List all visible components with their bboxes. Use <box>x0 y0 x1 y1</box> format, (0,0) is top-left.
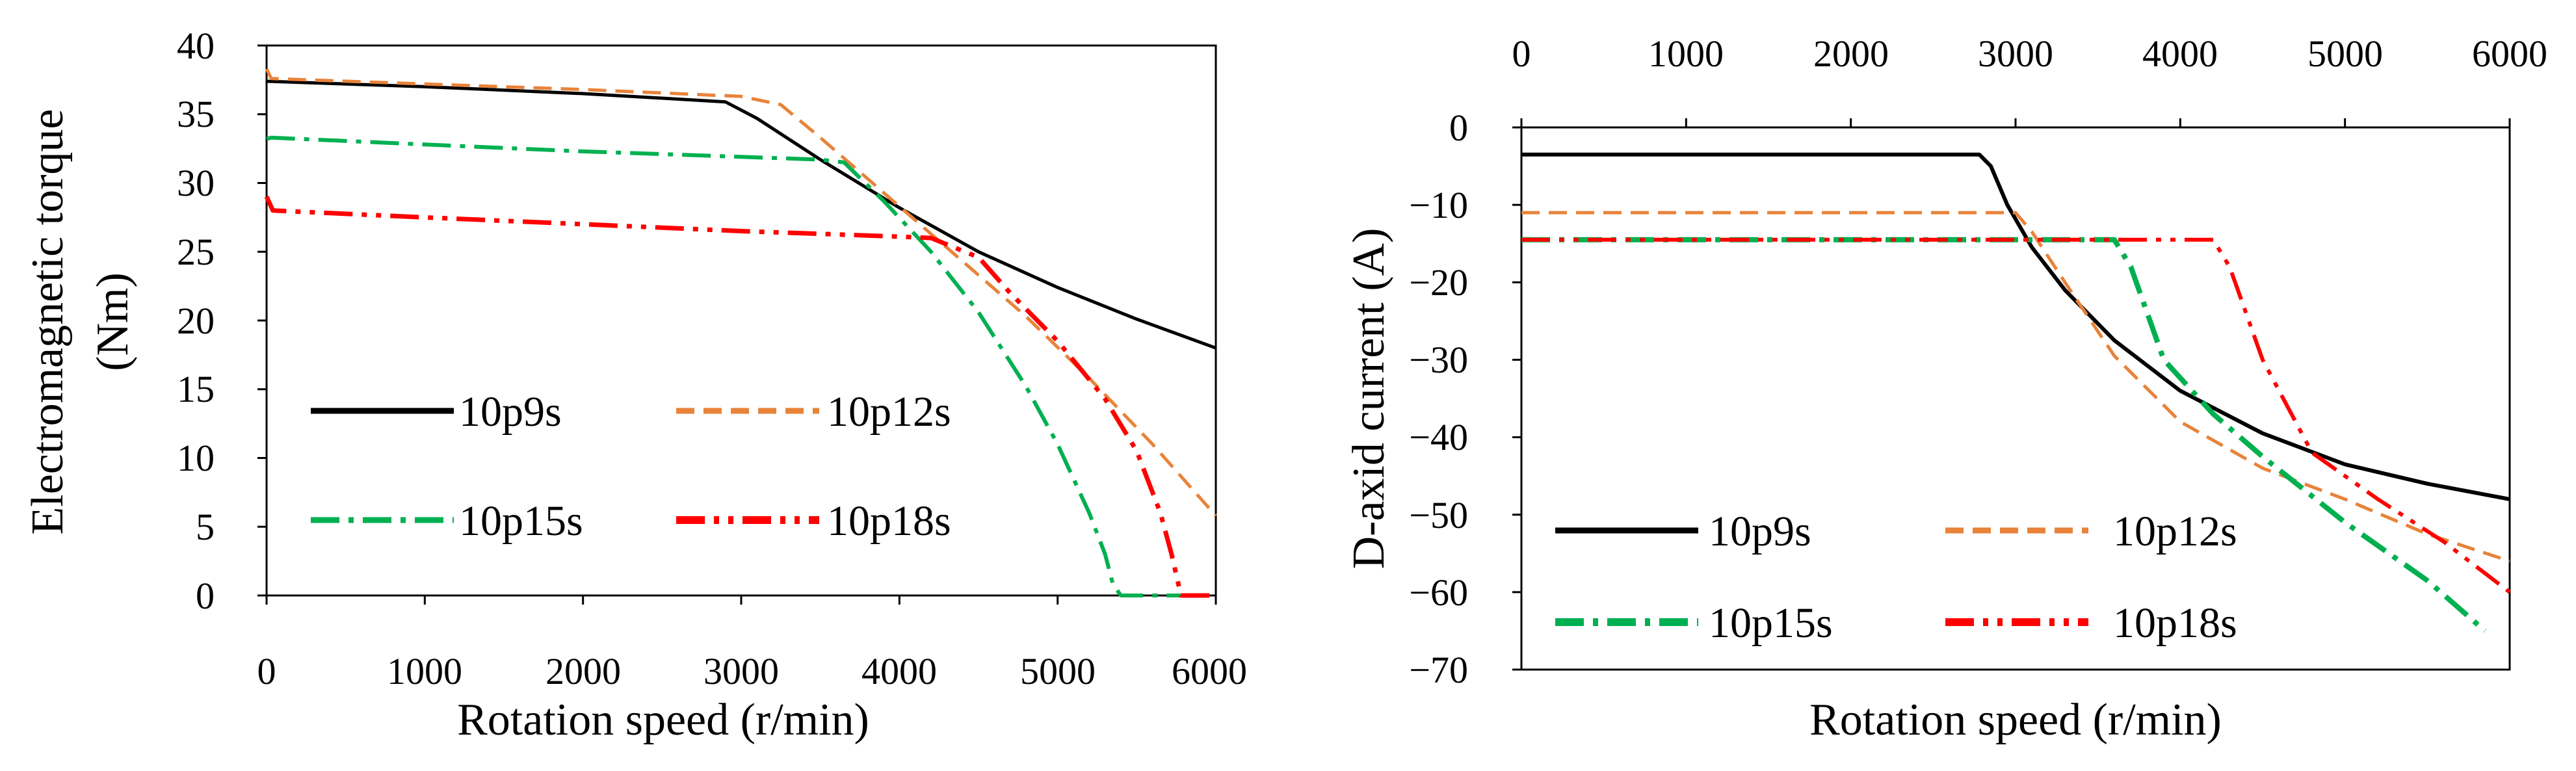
current-y-tick-label: −50 <box>1409 494 1468 536</box>
torque-x-tick-label: 1000 <box>387 650 462 692</box>
d-axis-current-chart: 0 −10 −20 −30 −40 −50 −60 −70 0 1000 200… <box>1344 33 2547 745</box>
current-axis-ticks <box>1512 118 2511 671</box>
current-legend-label-10p15s: 10p15s <box>1709 599 1833 647</box>
current-x-tick-labels: 0 1000 2000 3000 4000 5000 6000 <box>1512 33 2548 75</box>
torque-legend-label-10p15s: 10p15s <box>459 497 583 545</box>
current-legend-label-10p12s: 10p12s <box>2113 508 2237 555</box>
torque-x-tick-label: 4000 <box>861 650 937 692</box>
torque-x-tick-label: 5000 <box>1020 650 1096 692</box>
current-y-tick-label: −70 <box>1409 649 1468 691</box>
current-legend: 10p9s 10p12s 10p15s 10p18s <box>1555 508 2237 647</box>
torque-series-line-10p9s <box>266 79 1216 350</box>
torque-legend-label-10p18s: 10p18s <box>827 497 951 545</box>
current-y-tick-label: −10 <box>1409 184 1468 226</box>
current-y-tick-label: 0 <box>1449 107 1468 149</box>
torque-y-tick-label: 20 <box>177 300 215 342</box>
torque-y-tick-label: 0 <box>196 575 215 617</box>
torque-x-tick-label: 2000 <box>545 650 621 692</box>
current-legend-label-10p9s: 10p9s <box>1709 508 1811 555</box>
current-x-tick-label: 6000 <box>2472 33 2547 75</box>
torque-y-tick-label: 5 <box>196 506 215 548</box>
torque-y-tick-label: 40 <box>177 25 215 67</box>
current-legend-label-10p18s: 10p18s <box>2113 599 2237 647</box>
torque-axis-ticks <box>257 44 1217 605</box>
current-x-tick-label: 2000 <box>1813 33 1889 75</box>
current-x-axis-title: Rotation speed (r/min) <box>1809 695 2222 745</box>
torque-y-tick-label: 10 <box>177 437 215 479</box>
current-x-tick-label: 1000 <box>1648 33 1724 75</box>
torque-x-tick-labels: 0 1000 2000 3000 4000 5000 6000 <box>257 650 1248 692</box>
current-series-line-10p15s <box>1521 237 2487 633</box>
current-series-line-10p18s <box>1521 237 2511 594</box>
torque-y-axis-title-line2: (Nm) <box>88 272 138 371</box>
torque-y-tick-label: 15 <box>177 368 215 410</box>
torque-series-line-10p15s <box>266 135 1216 597</box>
current-y-tick-label: −40 <box>1409 416 1468 458</box>
current-x-tick-label: 0 <box>1512 33 1531 75</box>
current-x-tick-label: 4000 <box>2142 33 2218 75</box>
torque-series-layer <box>264 68 1217 598</box>
torque-series-line-10p18s <box>264 196 1216 598</box>
torque-x-tick-label: 0 <box>257 650 276 692</box>
current-y-tick-label: −60 <box>1409 571 1468 614</box>
current-series-line-10p9s <box>1521 152 2510 501</box>
torque-legend: 10p9s 10p12s 10p15s 10p18s <box>311 388 951 545</box>
torque-y-tick-label: 30 <box>177 162 215 204</box>
current-x-tick-label: 3000 <box>1978 33 2053 75</box>
current-series-layer <box>1521 152 2511 633</box>
torque-y-axis-title-line1: Electromagnetic torque <box>23 109 73 535</box>
current-y-tick-label: −20 <box>1409 261 1468 304</box>
current-x-tick-label: 5000 <box>2307 33 2383 75</box>
current-y-axis-title: D-axid current (A) <box>1344 228 1394 569</box>
current-y-tick-label: −30 <box>1409 339 1468 381</box>
current-series-line-10p12s <box>1521 211 2510 563</box>
torque-x-axis-title: Rotation speed (r/min) <box>457 695 869 745</box>
current-y-tick-labels: 0 −10 −20 −30 −40 −50 −60 −70 <box>1409 107 1468 691</box>
torque-y-tick-labels: 0 5 10 15 20 25 30 35 40 <box>177 25 215 617</box>
torque-chart: 0 5 10 15 20 25 30 35 40 0 1000 2000 300… <box>23 25 1247 745</box>
torque-y-tick-label: 25 <box>177 231 215 273</box>
torque-y-tick-label: 35 <box>177 93 215 135</box>
torque-legend-label-10p9s: 10p9s <box>459 388 562 436</box>
torque-x-tick-label: 6000 <box>1172 650 1247 692</box>
torque-legend-label-10p12s: 10p12s <box>827 388 951 436</box>
torque-x-tick-label: 3000 <box>703 650 779 692</box>
